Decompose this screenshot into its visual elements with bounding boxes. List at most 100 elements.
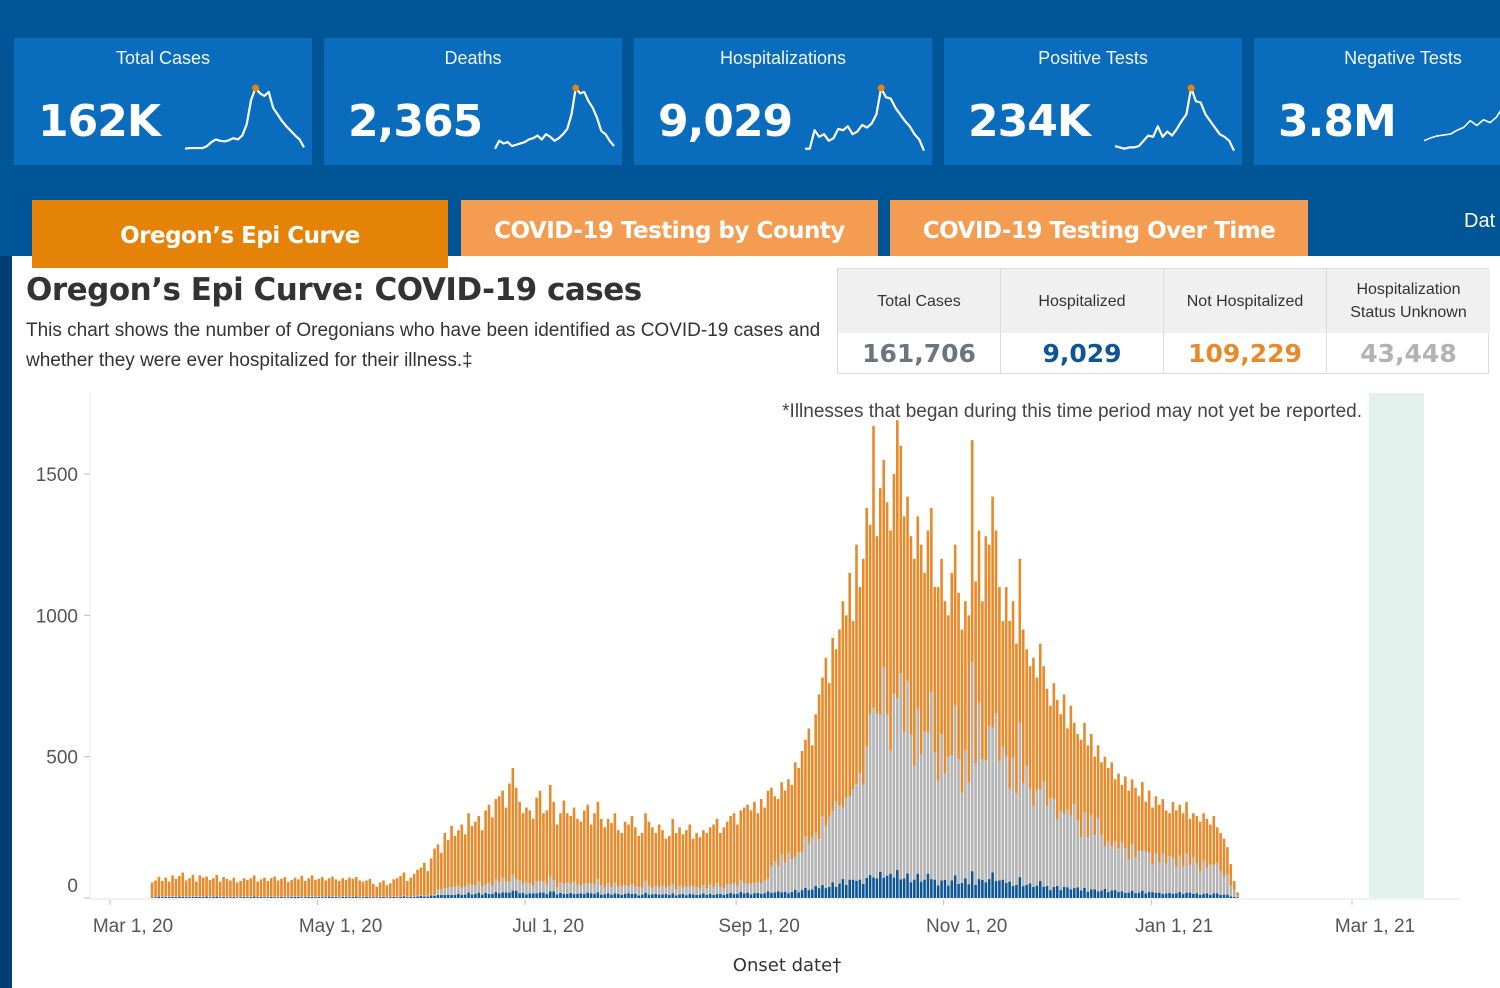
bar-unknown[interactable] — [793, 857, 797, 890]
bar-unknown[interactable] — [1192, 857, 1195, 894]
bar-not-hospitalized[interactable] — [1015, 643, 1018, 794]
bar-not-hospitalized[interactable] — [787, 779, 790, 853]
bar-hospitalized[interactable] — [477, 892, 481, 898]
bar-not-hospitalized[interactable] — [637, 835, 641, 888]
bar-unknown[interactable] — [283, 896, 287, 898]
bar-not-hospitalized[interactable] — [178, 875, 181, 897]
bar-hospitalized[interactable] — [273, 897, 276, 898]
bar-not-hospitalized[interactable] — [389, 883, 392, 897]
bar-unknown[interactable] — [899, 673, 903, 880]
bar-hospitalized[interactable] — [783, 891, 787, 898]
bar-not-hospitalized[interactable] — [1025, 649, 1028, 766]
bar-not-hospitalized[interactable] — [848, 572, 851, 796]
bar-not-hospitalized[interactable] — [1151, 807, 1154, 865]
bar-hospitalized[interactable] — [1062, 886, 1066, 898]
bar-hospitalized[interactable] — [1045, 885, 1049, 898]
bar-hospitalized[interactable] — [358, 897, 361, 898]
bar-not-hospitalized[interactable] — [1154, 796, 1158, 854]
bar-unknown[interactable] — [705, 888, 709, 895]
bar-hospitalized[interactable] — [1144, 893, 1148, 898]
bar-not-hospitalized[interactable] — [1072, 722, 1076, 804]
bar-unknown[interactable] — [974, 763, 977, 885]
bar-not-hospitalized[interactable] — [1161, 799, 1165, 854]
bar-unknown[interactable] — [865, 746, 869, 878]
bar-not-hospitalized[interactable] — [759, 799, 763, 884]
bar-hospitalized[interactable] — [1035, 885, 1039, 898]
bar-not-hospitalized[interactable] — [324, 880, 327, 897]
bar-unknown[interactable] — [1175, 866, 1178, 894]
bar-not-hospitalized[interactable] — [1168, 813, 1171, 857]
bar-unknown[interactable] — [725, 884, 729, 894]
bar-unknown[interactable] — [753, 883, 756, 894]
bar-unknown[interactable] — [824, 826, 828, 889]
bar-hospitalized[interactable] — [542, 892, 545, 898]
bar-unknown[interactable] — [821, 816, 824, 885]
bar-hospitalized[interactable] — [198, 896, 202, 898]
bar-hospitalized[interactable] — [780, 892, 783, 898]
bar-hospitalized[interactable] — [947, 885, 950, 898]
bar-unknown[interactable] — [412, 896, 416, 897]
bar-unknown[interactable] — [770, 866, 773, 893]
bar-hospitalized[interactable] — [702, 893, 705, 898]
bar-unknown[interactable] — [470, 885, 474, 895]
bar-not-hospitalized[interactable] — [1107, 767, 1110, 842]
bar-unknown[interactable] — [654, 885, 658, 894]
bar-hospitalized[interactable] — [184, 896, 188, 898]
bar-not-hospitalized[interactable] — [1137, 796, 1141, 851]
bar-not-hospitalized[interactable] — [998, 587, 1001, 762]
bar-not-hospitalized[interactable] — [977, 530, 981, 703]
bar-not-hospitalized[interactable] — [582, 810, 586, 884]
bar-unknown[interactable] — [1124, 847, 1127, 893]
bar-unknown[interactable] — [1015, 793, 1018, 885]
bar-not-hospitalized[interactable] — [984, 536, 988, 761]
bar-not-hospitalized[interactable] — [1124, 776, 1127, 848]
bar-not-hospitalized[interactable] — [351, 878, 355, 897]
bar-hospitalized[interactable] — [984, 882, 988, 898]
bar-hospitalized[interactable] — [1141, 890, 1144, 898]
bar-unknown[interactable] — [827, 816, 831, 887]
bar-hospitalized[interactable] — [953, 875, 957, 898]
bar-not-hospitalized[interactable] — [337, 881, 341, 897]
bar-unknown[interactable] — [154, 896, 157, 898]
bar-hospitalized[interactable] — [593, 893, 596, 898]
bar-unknown[interactable] — [913, 765, 916, 880]
bar-unknown[interactable] — [545, 884, 549, 895]
bar-not-hospitalized[interactable] — [1141, 782, 1144, 851]
bar-hospitalized[interactable] — [967, 884, 971, 898]
bar-not-hospitalized[interactable] — [654, 832, 658, 886]
bar-unknown[interactable] — [426, 895, 430, 897]
bar-not-hospitalized[interactable] — [269, 878, 273, 897]
bar-hospitalized[interactable] — [201, 896, 205, 898]
bar-hospitalized[interactable] — [1093, 889, 1096, 898]
bar-not-hospitalized[interactable] — [382, 880, 385, 897]
bar-hospitalized[interactable] — [579, 893, 583, 898]
bar-not-hospitalized[interactable] — [457, 830, 460, 886]
bar-unknown[interactable] — [1055, 819, 1059, 886]
bar-hospitalized[interactable] — [1069, 889, 1073, 898]
bar-unknown[interactable] — [1205, 867, 1209, 894]
bar-hospitalized[interactable] — [998, 880, 1001, 898]
bar-not-hospitalized[interactable] — [1093, 756, 1096, 835]
bar-unknown[interactable] — [542, 881, 545, 893]
bar-unknown[interactable] — [433, 894, 436, 896]
bar-hospitalized[interactable] — [647, 894, 651, 898]
bar-unknown[interactable] — [382, 896, 385, 897]
bar-hospitalized[interactable] — [239, 897, 242, 898]
bar-unknown[interactable] — [201, 896, 205, 897]
bar-not-hospitalized[interactable] — [317, 878, 321, 897]
bar-not-hospitalized[interactable] — [899, 445, 903, 673]
bar-not-hospitalized[interactable] — [603, 827, 606, 888]
bar-hospitalized[interactable] — [681, 894, 685, 898]
bar-unknown[interactable] — [746, 883, 749, 893]
bar-hospitalized[interactable] — [355, 896, 358, 898]
bar-not-hospitalized[interactable] — [290, 879, 293, 897]
bar-hospitalized[interactable] — [916, 873, 920, 898]
bar-hospitalized[interactable] — [1124, 892, 1127, 898]
bar-hospitalized[interactable] — [793, 889, 797, 898]
bar-hospitalized[interactable] — [372, 897, 375, 898]
bar-hospitalized[interactable] — [446, 894, 450, 898]
bar-hospitalized[interactable] — [501, 892, 504, 898]
bar-unknown[interactable] — [1018, 722, 1022, 878]
bar-hospitalized[interactable] — [341, 896, 344, 898]
bar-unknown[interactable] — [1025, 765, 1028, 885]
